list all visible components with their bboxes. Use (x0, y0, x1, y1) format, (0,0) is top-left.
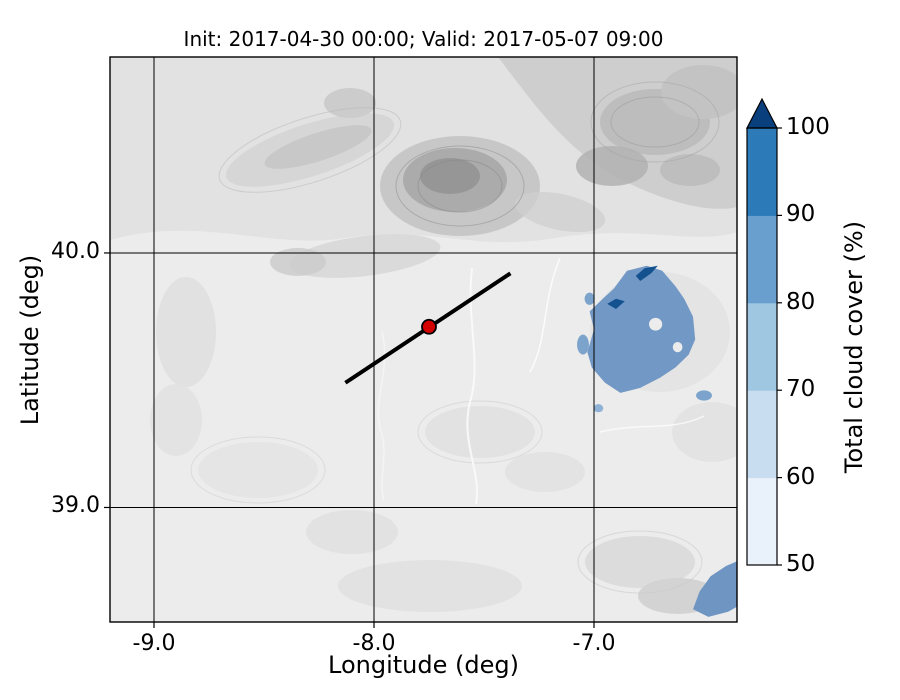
colorbar-segment (747, 302, 777, 391)
terrain-contour (420, 158, 480, 194)
y-axis-label: Latitude (deg) (16, 254, 44, 426)
terrain-contour (218, 107, 402, 193)
terrain-layer (110, 57, 737, 614)
terrain-contour (190, 436, 326, 504)
terrain-contour (377, 331, 386, 501)
terrain-contour (417, 159, 503, 213)
terrain-contour (264, 125, 372, 169)
terrain-contour (466, 267, 478, 505)
colorbar-label: Total cloud cover (%) (840, 220, 868, 474)
terrain-contour (610, 96, 700, 148)
terrain-contour (660, 154, 720, 186)
terrain-contour (324, 88, 376, 118)
cloud-region (593, 404, 604, 413)
cloud-region (693, 561, 737, 617)
terrain-contour (514, 191, 606, 233)
cloud-layer (577, 265, 737, 617)
terrain-contour (590, 81, 720, 163)
colorbar (746, 97, 782, 566)
terrain-contour (417, 400, 543, 464)
terrain-contour (585, 536, 695, 588)
x-axis-label: Longitude (deg) (328, 651, 519, 679)
colorbar-segment (747, 128, 777, 216)
terrain-contour (289, 234, 441, 278)
cloud-region (587, 265, 696, 393)
cloud-region (584, 292, 595, 305)
terrain-contour (425, 406, 535, 458)
cloud-region (607, 298, 625, 309)
terrain-contour (529, 257, 561, 373)
location-marker (421, 318, 437, 335)
cloud-region (696, 390, 712, 401)
colorbar-extend-arrow (746, 97, 778, 129)
terrain-contour (395, 145, 525, 227)
colorbar-segment (747, 390, 777, 479)
terrain-contour (661, 65, 737, 119)
terrain-contour (156, 277, 216, 387)
grid-layer (110, 57, 737, 622)
terrain-contour (599, 415, 705, 433)
terrain-contour (306, 510, 398, 554)
terrain-contour (505, 452, 585, 492)
cloud-region (649, 317, 663, 331)
terrain-contour (338, 560, 522, 612)
terrain-contour (577, 530, 703, 594)
annotation-layer (344, 271, 512, 385)
plot-frame (109, 56, 738, 623)
cloud-region (635, 265, 658, 281)
colorbar-segment (747, 215, 777, 304)
tick-marks (104, 252, 595, 628)
terrain-contour (198, 442, 318, 498)
colorbar-segment (747, 477, 777, 566)
terrain-contour (150, 384, 202, 456)
colorbar-outline (746, 127, 778, 566)
cloud-region (577, 334, 589, 355)
terrain-contour (270, 248, 326, 276)
cloud-region (672, 342, 683, 353)
terrain-contour (672, 402, 737, 462)
figure-title: Init: 2017-04-30 00:00; Valid: 2017-05-0… (183, 27, 664, 51)
